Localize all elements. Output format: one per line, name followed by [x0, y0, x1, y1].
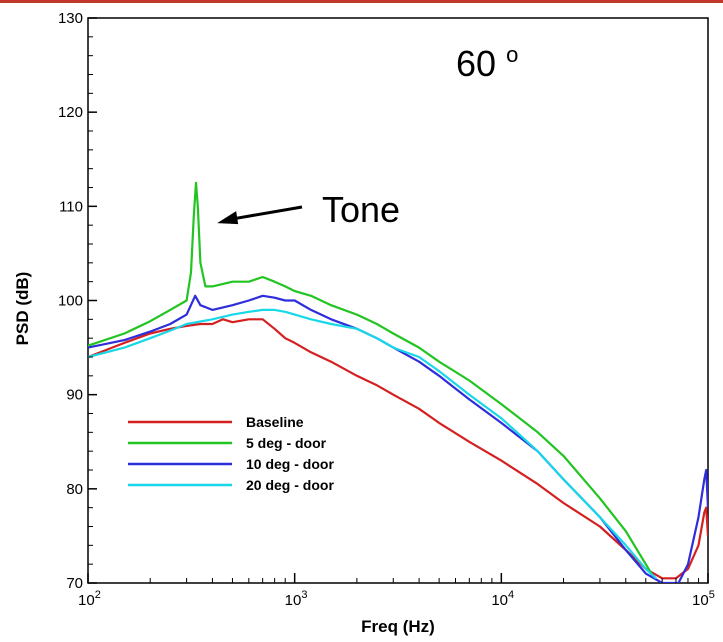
angle-label: 60 o	[456, 42, 518, 84]
series-layer	[88, 181, 708, 583]
legend: Baseline 5 deg - door 10 deg - door 20 deg …	[128, 414, 334, 493]
x-tick-exponent: 4	[508, 589, 514, 601]
x-axis-ticks: 102 103 104 105	[78, 573, 715, 609]
series-line-2	[88, 181, 656, 579]
y-tick-label: 90	[66, 387, 83, 404]
x-tick-exponent: 3	[301, 589, 307, 601]
y-axis-title: PSD (dB)	[13, 272, 32, 346]
angle-value: 60	[456, 43, 496, 84]
tone-arrow	[230, 205, 303, 221]
y-tick-label: 100	[58, 293, 83, 310]
header-accent-bar	[0, 0, 723, 3]
legend-label-2: 5 deg - door	[246, 435, 327, 451]
series-line-4	[88, 308, 657, 580]
y-tick-label: 120	[58, 104, 83, 121]
legend-label-1: Baseline	[246, 414, 304, 430]
x-tick-label: 104	[491, 589, 514, 609]
x-tick-base: 10	[491, 592, 508, 609]
y-axis-ticks: 70 80 90 100 110 120 130	[58, 10, 97, 592]
angle-superscript: o	[506, 42, 518, 67]
x-tick-exponent: 2	[95, 589, 101, 601]
y-tick-label: 130	[58, 10, 83, 27]
plot-frame	[87, 17, 709, 584]
x-tick-label: 102	[78, 589, 101, 609]
legend-label-3: 10 deg - door	[246, 456, 334, 472]
y-tick-label: 110	[59, 198, 83, 215]
x-tick-base: 10	[692, 592, 709, 609]
series-line-1	[88, 318, 708, 580]
y-tick-label: 80	[66, 481, 83, 498]
x-tick-base: 10	[78, 592, 95, 609]
x-tick-label: 103	[285, 589, 308, 609]
x-tick-exponent: 5	[709, 589, 715, 601]
y-tick-label: 70	[66, 575, 83, 592]
x-tick-label: 105	[692, 589, 715, 609]
tone-label: Tone	[322, 189, 400, 230]
x-tick-base: 10	[285, 592, 302, 609]
legend-label-4: 20 deg - door	[246, 477, 334, 493]
x-axis-title: Freq (Hz)	[361, 617, 435, 636]
tone-annotation: Tone	[217, 189, 400, 230]
tone-arrowhead	[217, 211, 239, 225]
